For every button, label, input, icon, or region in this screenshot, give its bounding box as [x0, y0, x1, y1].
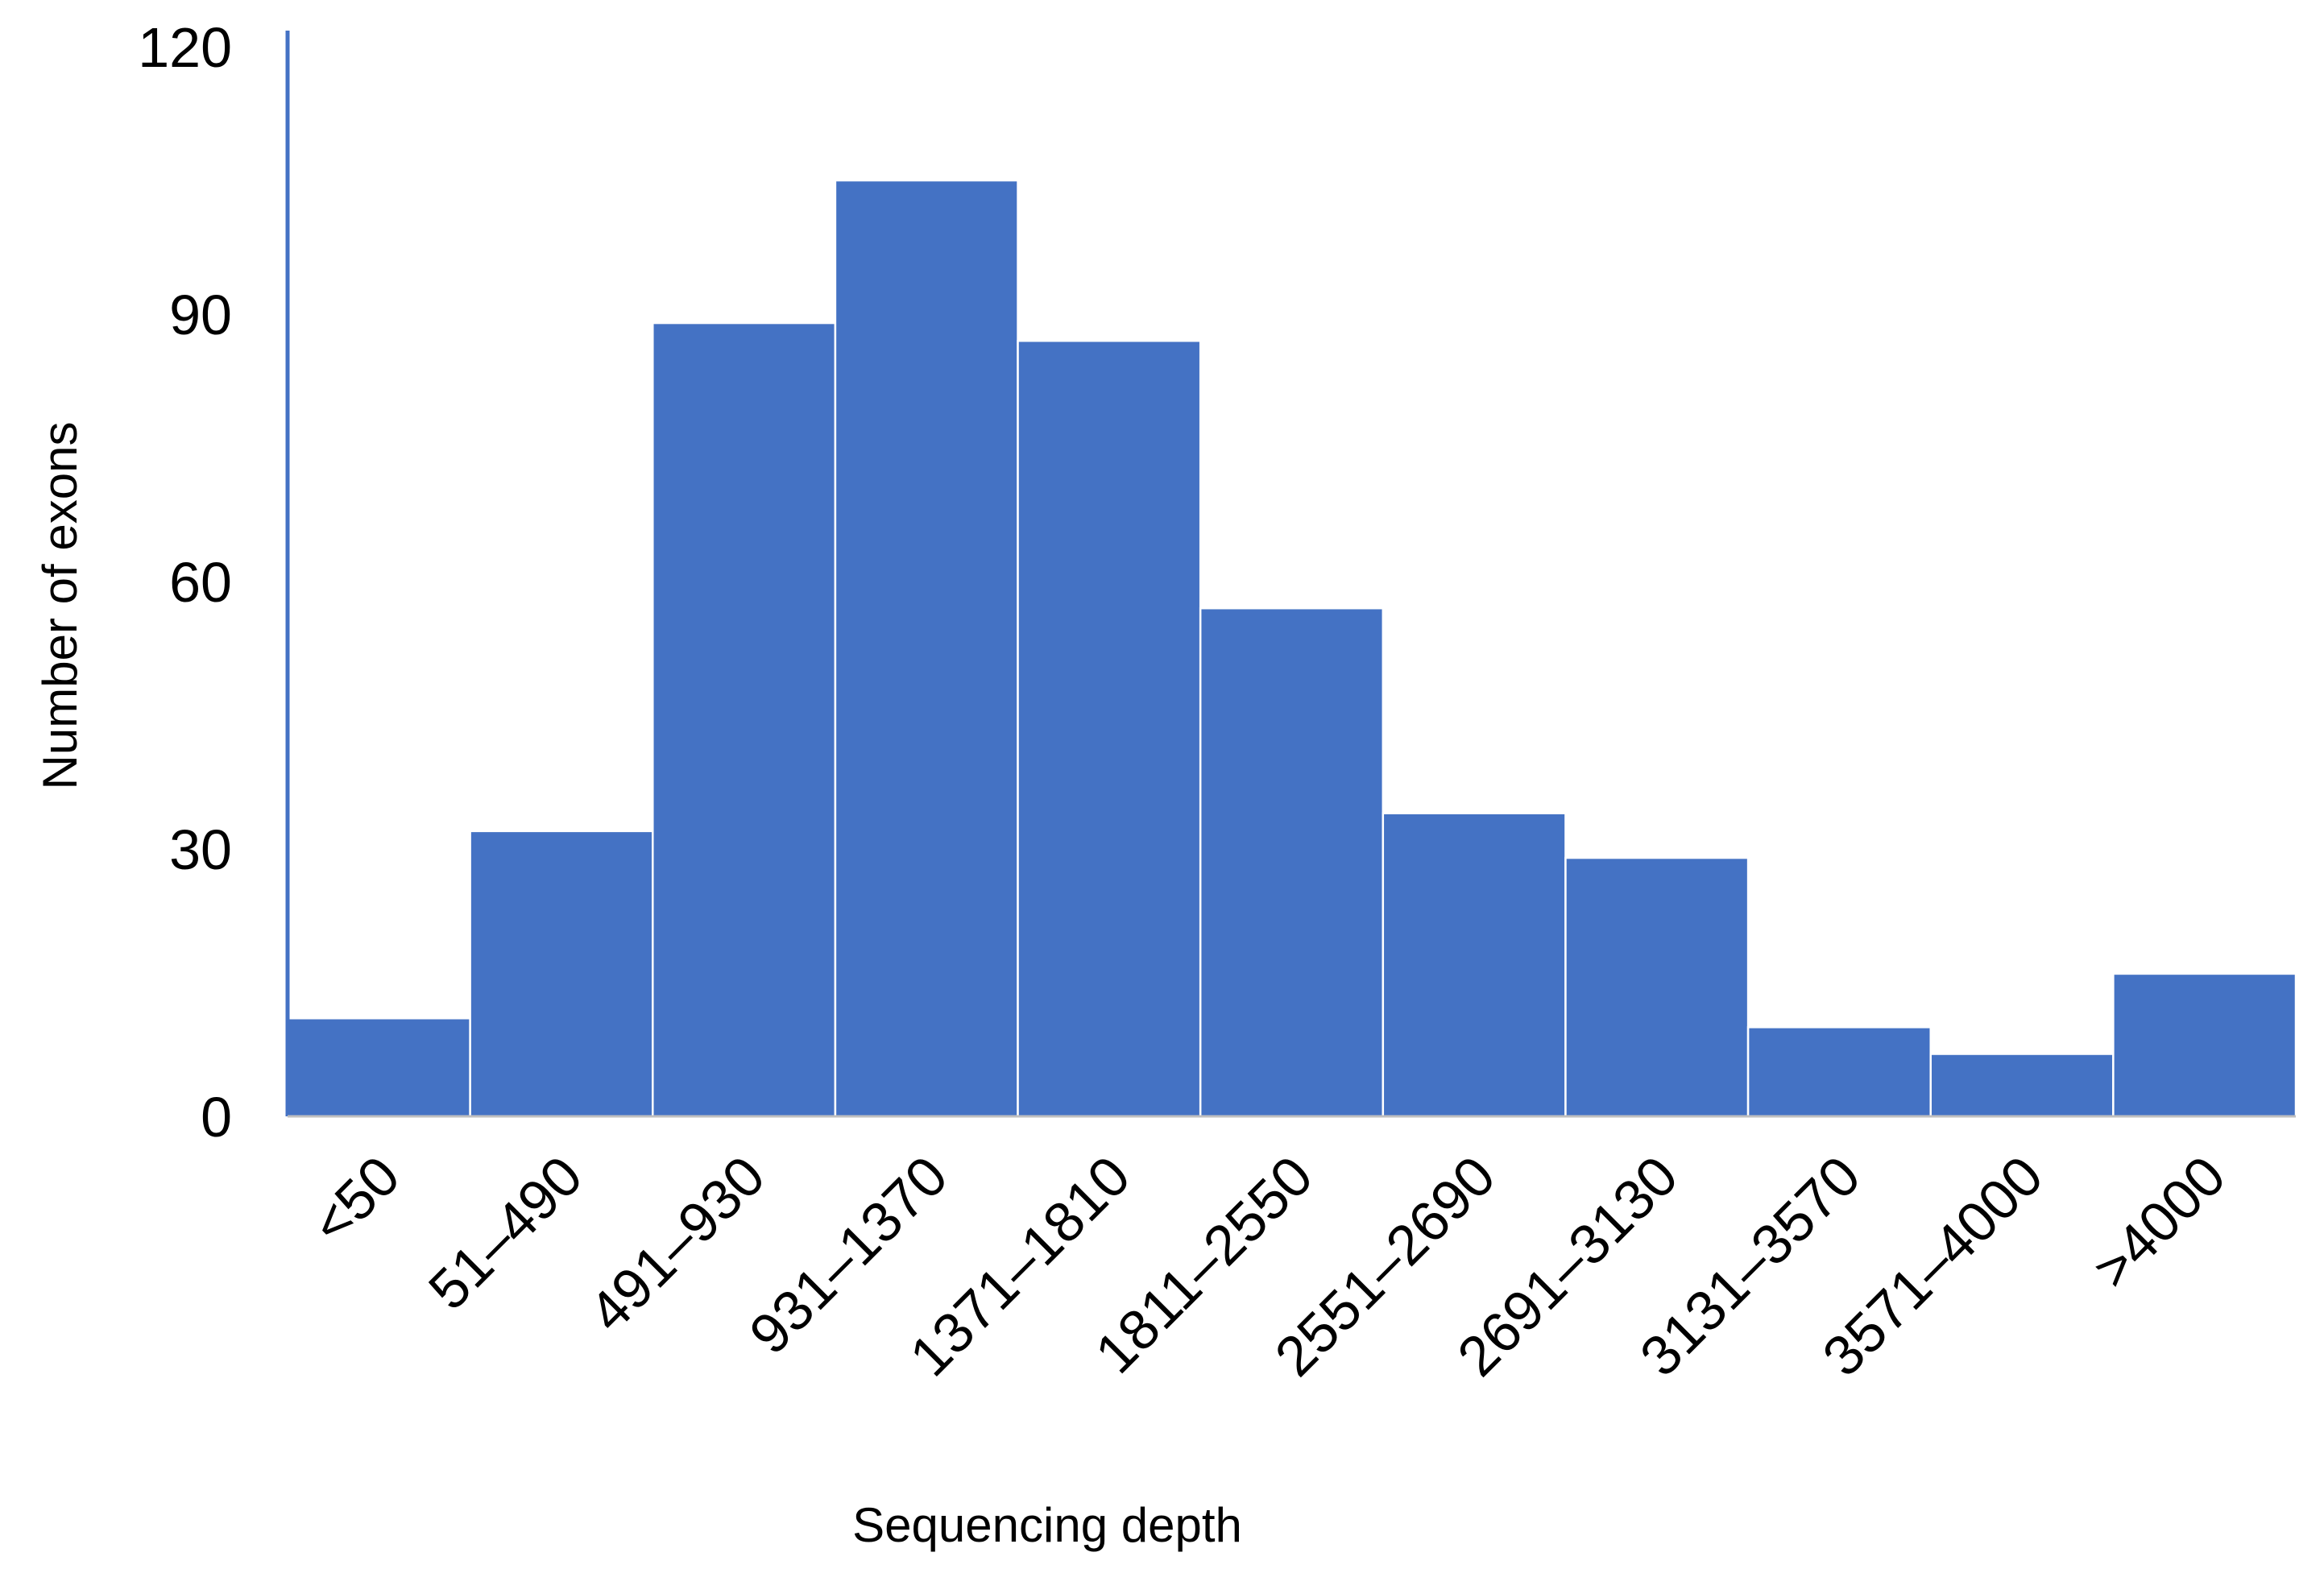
- bar-2: [469, 830, 654, 1118]
- bar-4: [834, 179, 1019, 1118]
- x-tick-label: <50: [300, 1144, 412, 1256]
- bar-9: [1746, 1026, 1932, 1118]
- x-axis-title: Sequencing depth: [852, 1498, 1242, 1552]
- y-tick-label: 90: [169, 284, 232, 346]
- y-axis-title: Number of exons: [33, 422, 87, 790]
- bars-group: [286, 179, 2297, 1118]
- y-tick-label: 60: [169, 551, 232, 614]
- bar-3: [652, 321, 837, 1118]
- x-tick-label: 51–490: [416, 1144, 594, 1321]
- bar-11: [2112, 972, 2297, 1118]
- bar-6: [1199, 606, 1385, 1118]
- y-tick-label: 120: [138, 16, 232, 79]
- x-tick-labels: <50 51–490491–930931–13701371–18101811–25…: [300, 1144, 2237, 1388]
- bar-8: [1564, 856, 1750, 1118]
- bar-10: [1929, 1053, 2115, 1118]
- bar-1: [286, 1017, 471, 1118]
- bar-5: [1017, 339, 1202, 1118]
- x-tick-label: >4000: [2081, 1144, 2237, 1300]
- y-tick-label: 0: [201, 1086, 232, 1149]
- y-tick-label: 30: [169, 818, 232, 881]
- y-tick-labels: 0 30 60 90 120: [138, 16, 232, 1149]
- bar-7: [1382, 812, 1567, 1118]
